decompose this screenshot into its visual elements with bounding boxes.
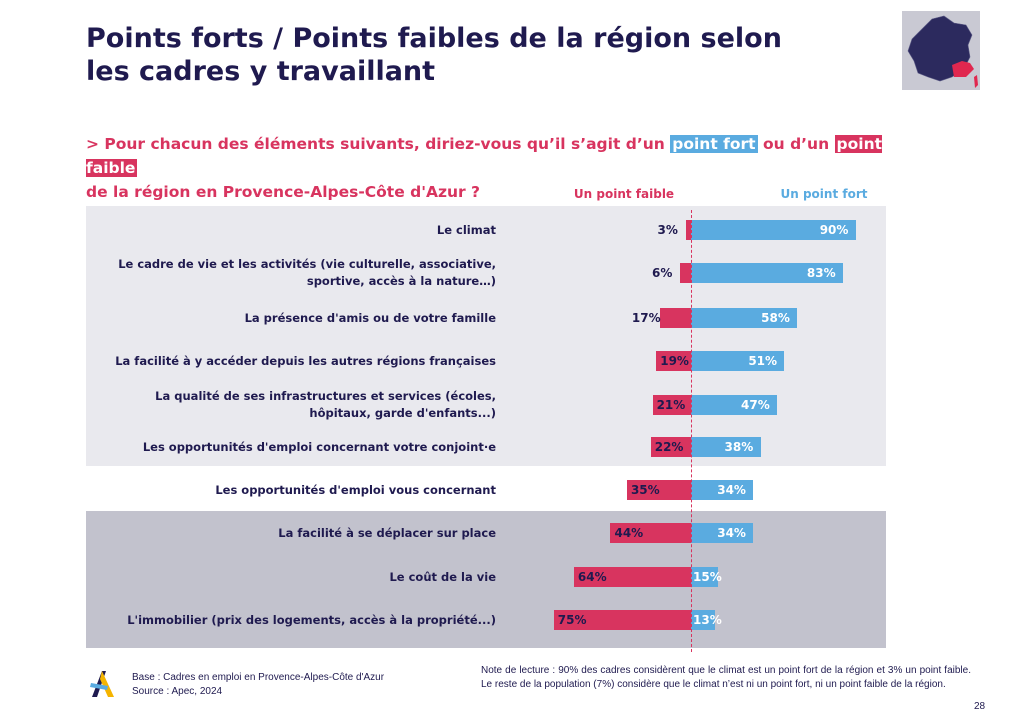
category-label: Le climat — [436, 222, 496, 237]
legend-strong: Un point fort — [780, 187, 868, 201]
category-label: La facilité à se déplacer sur place — [278, 525, 496, 540]
bar-strong — [691, 437, 761, 457]
france-map-icon — [902, 11, 980, 90]
value-label-weak: 19% — [660, 354, 689, 368]
title-line-1: Points forts / Points faibles de la régi… — [86, 23, 782, 54]
value-label-weak: 35% — [630, 483, 660, 497]
bar-strong — [691, 610, 715, 630]
bar-weak — [626, 480, 691, 500]
bar-strong — [691, 220, 856, 240]
value-label-weak: 3% — [657, 223, 678, 237]
bar-weak — [610, 523, 691, 543]
value-label-strong: 34% — [717, 526, 746, 540]
value-label-strong: 34% — [717, 483, 746, 497]
region-paca-shape — [952, 61, 974, 77]
question-line-2: de la région en Provence-Alpes-Côte d'Az… — [86, 183, 481, 201]
band-light — [86, 206, 886, 466]
apec-logo-icon — [88, 667, 116, 699]
value-label-strong: 51% — [748, 354, 778, 368]
value-label-weak: 64% — [577, 570, 607, 584]
value-label-weak: 22% — [654, 440, 684, 454]
bar-weak — [680, 263, 691, 283]
footer-base: Base : Cadres en emploi en Provence-Alpe… — [132, 672, 385, 683]
value-label-weak: 6% — [652, 266, 673, 280]
bar-strong — [691, 395, 777, 415]
footer-base-source: Base : Cadres en emploi en Provence-Alpe… — [132, 671, 384, 699]
highlight-strong: point fort — [670, 135, 758, 153]
page-number: 28 — [974, 701, 986, 712]
category-label: Les opportunités d'emploi vous concernan… — [215, 482, 496, 497]
category-label: La facilité à y accéder depuis les autre… — [115, 353, 496, 368]
value-label-strong: 15% — [693, 570, 722, 584]
value-label-strong: 90% — [819, 223, 849, 237]
bar-weak — [685, 220, 691, 240]
category-label: La qualité de ses infrastructures et ser… — [155, 389, 496, 420]
reading-note: Note de lecture : 90% des cadres considè… — [481, 665, 971, 690]
category-label: Le cadre de vie et les activités (vie cu… — [118, 257, 496, 288]
footer-source: Source : Apec, 2024 — [132, 686, 223, 697]
bar-strong — [691, 263, 843, 283]
bar-strong — [691, 567, 719, 587]
bar-weak — [659, 308, 691, 328]
zero-axis — [691, 210, 692, 652]
legend-weak: Un point faible — [573, 187, 675, 201]
value-label-weak: 17% — [631, 311, 661, 325]
value-label-weak: 44% — [614, 526, 644, 540]
bar-strong — [691, 480, 754, 500]
bar-weak — [573, 567, 691, 587]
bar-strong — [691, 308, 798, 328]
bar-strong — [691, 351, 785, 371]
category-label: La présence d'amis ou de votre famille — [244, 310, 496, 325]
value-label-strong: 13% — [693, 613, 722, 627]
question-prefix: > Pour chacun des éléments suivants, dir… — [86, 135, 665, 153]
value-label-weak: 21% — [656, 398, 686, 412]
category-label: Les opportunités d'emploi concernant vot… — [142, 439, 496, 454]
page-title: Points forts / Points faibles de la régi… — [86, 22, 846, 88]
value-label-strong: 58% — [761, 311, 790, 325]
category-label: Le coût de la vie — [389, 569, 496, 584]
corsica-shape — [974, 75, 978, 88]
question-middle: ou d’un — [762, 135, 830, 153]
category-label: L'immobilier (prix des logements, accès … — [127, 612, 496, 627]
value-label-strong: 47% — [741, 398, 770, 412]
value-label-strong: 38% — [724, 440, 754, 454]
question-text: > Pour chacun des éléments suivants, dir… — [86, 132, 926, 204]
value-label-weak: 75% — [557, 613, 587, 627]
bar-weak — [652, 395, 691, 415]
title-line-2: les cadres y travaillant — [86, 56, 436, 87]
value-label-strong: 83% — [806, 266, 836, 280]
bar-strong — [691, 523, 754, 543]
bar-weak — [553, 610, 691, 630]
bar-weak — [656, 351, 691, 371]
bar-weak — [650, 437, 691, 457]
